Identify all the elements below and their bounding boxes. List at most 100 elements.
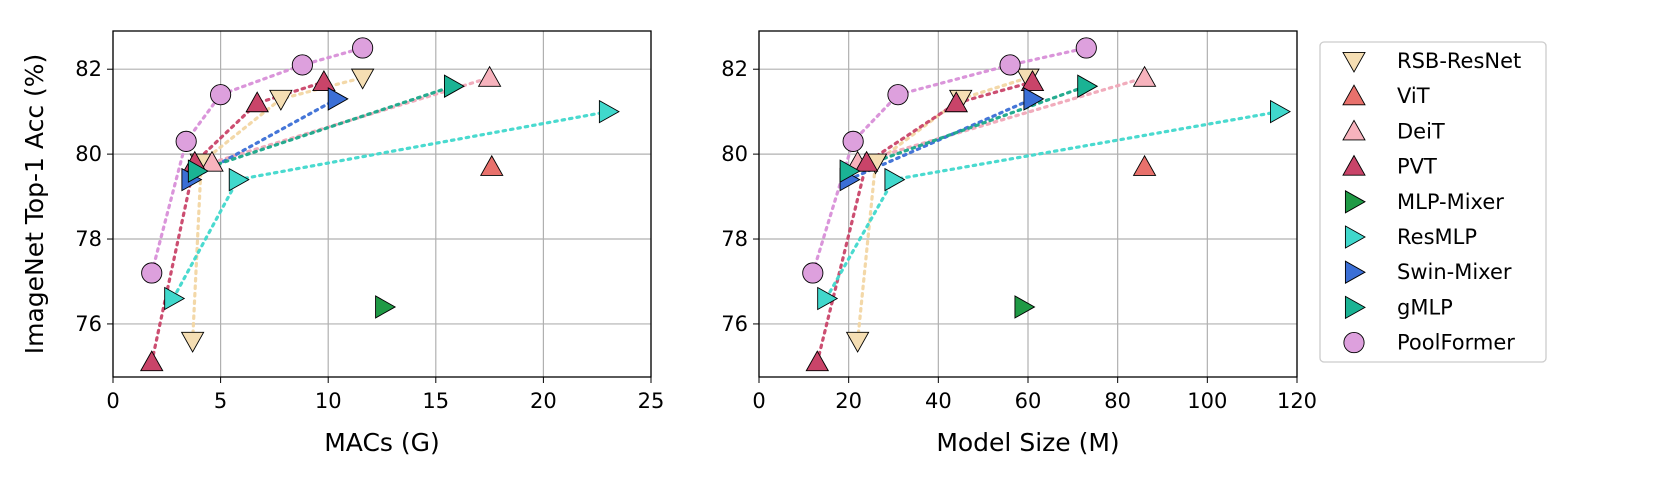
point-pvt bbox=[944, 91, 969, 113]
legend-label-poolformer: PoolFormer bbox=[1397, 331, 1515, 355]
point-gmlp bbox=[187, 159, 209, 183]
legend-label-deit: DeiT bbox=[1397, 119, 1445, 143]
legend-marker-rsb-resnet bbox=[1342, 51, 1366, 73]
legend-marker-deit bbox=[1342, 119, 1366, 141]
point-pvt bbox=[312, 70, 336, 91]
series-line-resmlp bbox=[171, 110, 610, 301]
point-mlp-mixer bbox=[375, 295, 397, 319]
point-resmlp bbox=[228, 167, 250, 192]
legend-label-swin-mixer: Swin-Mixer bbox=[1397, 260, 1512, 284]
legend-marker-gmlp bbox=[1344, 295, 1366, 320]
x-tick-label: 40 bbox=[925, 389, 952, 413]
point-mlp-mixer bbox=[1014, 295, 1036, 319]
legend-label-resmlp: ResMLP bbox=[1397, 225, 1477, 249]
chart-macs: 0 5 10 15 20 25 76 78 80 82 MACs (G) ImageNet Top-1… bbox=[20, 30, 665, 457]
legend-marker-poolformer bbox=[1343, 332, 1365, 354]
point-poolformer bbox=[210, 84, 232, 106]
legend-marker-pvt bbox=[1342, 154, 1366, 176]
x-axis-label: MACs (G) bbox=[324, 428, 440, 457]
legend-label-mlp-mixer: MLP-Mixer bbox=[1397, 190, 1504, 214]
point-poolformer bbox=[842, 130, 864, 152]
legend-marker-resmlp bbox=[1344, 225, 1366, 249]
chart-model-size: 0 20 40 60 80 100 120 76 78 80 82 Model Size (M) bbox=[721, 30, 1317, 457]
x-tick-label: 5 bbox=[214, 389, 227, 413]
point-poolformer bbox=[175, 130, 197, 152]
x-tick-label: 0 bbox=[106, 389, 119, 413]
point-poolformer bbox=[802, 262, 824, 284]
x-tick-label: 20 bbox=[835, 389, 862, 413]
x-tick-label: 120 bbox=[1277, 389, 1317, 413]
point-resmlp bbox=[164, 286, 186, 311]
x-tick-label: 80 bbox=[1104, 389, 1131, 413]
series-line-pvt bbox=[150, 80, 326, 364]
legend-marker-vit bbox=[1342, 84, 1366, 106]
legend: RSB-ResNet ViT DeiT PVT MLP-Mixer ResMLP Swin-… bbox=[1319, 41, 1547, 363]
point-poolformer bbox=[141, 262, 163, 284]
point-poolformer bbox=[291, 54, 313, 76]
y-tick-label: 82 bbox=[75, 57, 102, 81]
point-pvt bbox=[805, 350, 830, 372]
x-tick-label: 100 bbox=[1187, 389, 1227, 413]
x-tick-label: 60 bbox=[1015, 389, 1042, 413]
point-vit bbox=[1132, 154, 1157, 176]
point-pvt bbox=[245, 91, 269, 113]
series-line-gmlp bbox=[847, 84, 1088, 173]
legend-box bbox=[1319, 41, 1547, 363]
y-tick-label: 78 bbox=[75, 227, 102, 251]
series-line-deit bbox=[856, 76, 1147, 165]
x-tick-label: 10 bbox=[315, 389, 342, 413]
series-line-swin-mixer bbox=[188, 97, 339, 182]
legend-label-vit: ViT bbox=[1397, 84, 1430, 108]
y-tick-label: 80 bbox=[75, 142, 102, 166]
point-poolformer bbox=[999, 54, 1021, 76]
point-gmlp bbox=[1077, 74, 1099, 98]
point-rsb-resnet bbox=[845, 331, 870, 353]
x-tick-label: 0 bbox=[752, 389, 765, 413]
legend-marker-mlp-mixer bbox=[1344, 190, 1366, 214]
point-deit bbox=[477, 65, 502, 87]
x-tick-label: 25 bbox=[638, 389, 665, 413]
point-gmlp bbox=[443, 74, 465, 98]
point-resmlp bbox=[884, 167, 906, 192]
legend-marker-swin-mixer bbox=[1344, 260, 1366, 284]
point-swin-mixer bbox=[1023, 87, 1045, 111]
point-resmlp bbox=[817, 286, 839, 311]
point-poolformer bbox=[1075, 37, 1097, 59]
y-axis-label: ImageNet Top-1 Acc (%) bbox=[20, 54, 49, 355]
point-gmlp bbox=[839, 159, 861, 183]
point-resmlp bbox=[1270, 99, 1291, 124]
plot-frame bbox=[112, 30, 652, 378]
y-tick-label: 76 bbox=[75, 312, 102, 336]
x-tick-label: 15 bbox=[422, 389, 449, 413]
point-rsb-resnet bbox=[350, 68, 375, 90]
legend-label-pvt: PVT bbox=[1397, 155, 1437, 179]
point-pvt bbox=[854, 150, 879, 172]
point-deit bbox=[200, 150, 224, 172]
legend-label-rsb-resnet: RSB-ResNet bbox=[1397, 49, 1521, 73]
point-pvt bbox=[1020, 70, 1045, 91]
point-rsb-resnet bbox=[180, 331, 205, 353]
point-deit bbox=[1132, 65, 1157, 87]
plot-frame bbox=[758, 30, 1298, 378]
x-tick-label: 20 bbox=[530, 389, 557, 413]
series-line-rsb-resnet bbox=[856, 76, 1030, 343]
point-rsb-resnet bbox=[269, 89, 293, 111]
series-line-deit bbox=[210, 76, 492, 165]
y-tick-label: 82 bbox=[721, 57, 748, 81]
legend-label-gmlp: gMLP bbox=[1397, 295, 1453, 319]
point-pvt bbox=[139, 350, 164, 372]
point-resmlp bbox=[598, 99, 620, 124]
point-poolformer bbox=[352, 37, 374, 59]
point-vit bbox=[479, 154, 504, 176]
series-line-gmlp bbox=[195, 84, 455, 173]
point-swin-mixer bbox=[327, 87, 349, 111]
point-poolformer bbox=[887, 84, 909, 106]
y-tick-label: 76 bbox=[721, 312, 748, 336]
series-line-rsb-resnet bbox=[191, 76, 365, 343]
x-axis-label: Model Size (M) bbox=[936, 428, 1119, 457]
series-line-resmlp bbox=[824, 110, 1281, 301]
series-line-pvt bbox=[815, 80, 1035, 364]
y-tick-label: 78 bbox=[721, 227, 748, 251]
y-tick-label: 80 bbox=[721, 142, 748, 166]
